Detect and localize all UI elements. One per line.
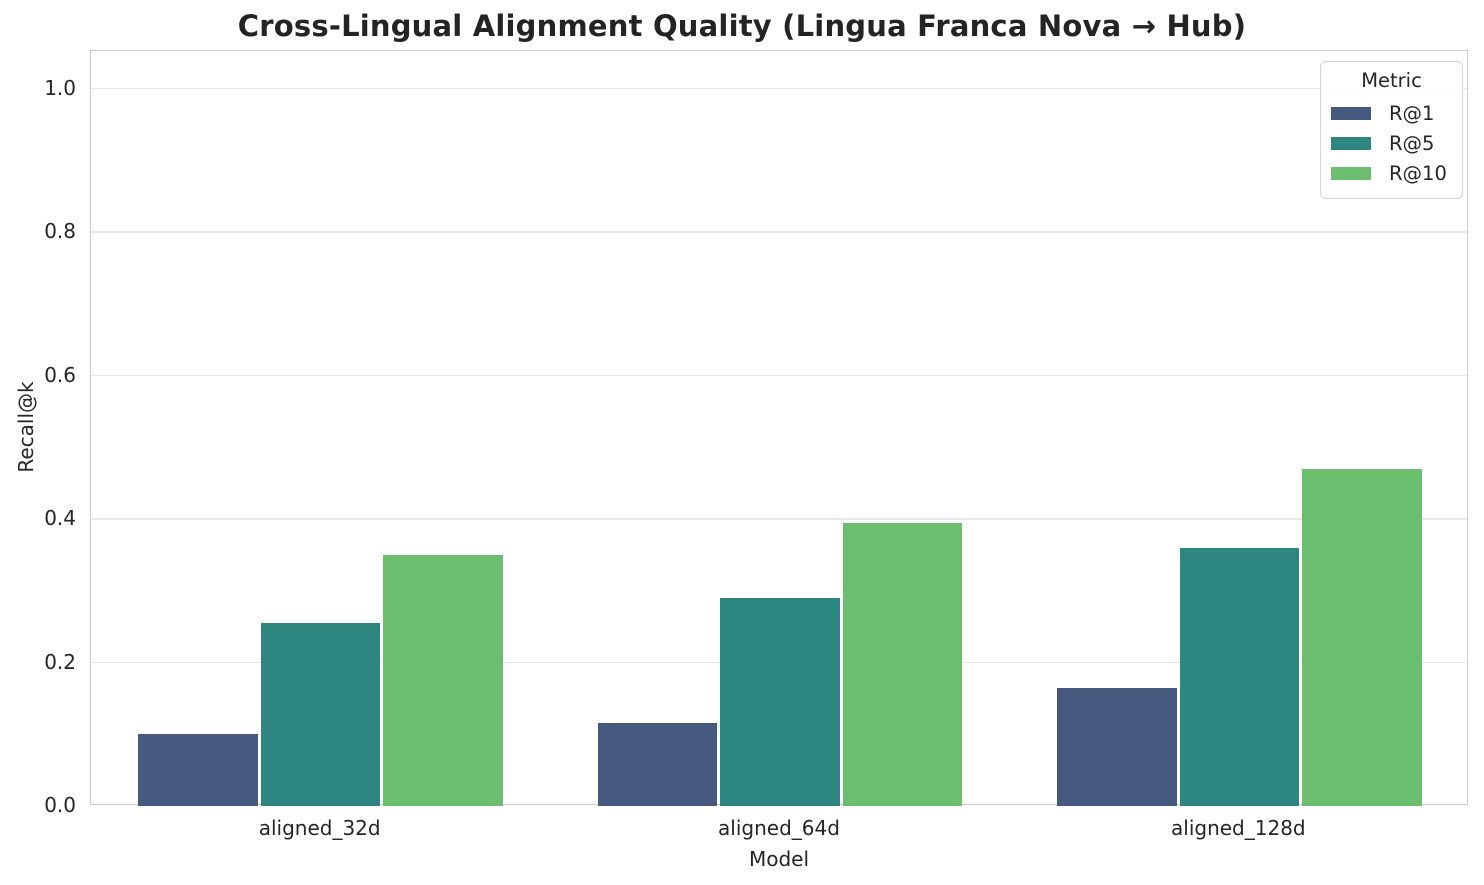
chart-title: Cross-Lingual Alignment Quality (Lingua … — [237, 9, 1247, 43]
y-tick-label: 0.6 — [44, 362, 76, 387]
x-tick-label: aligned_128d — [1171, 816, 1306, 840]
legend-item: R@5 — [1321, 128, 1462, 158]
bar-aligned_128d-R@5 — [1179, 547, 1300, 806]
y-tick-label: 1.0 — [44, 75, 76, 100]
y-tick-label: 0.2 — [44, 649, 76, 674]
legend-item: R@1 — [1321, 98, 1462, 128]
y-tick-label: 0.4 — [44, 506, 76, 530]
bar-aligned_64d-R@5 — [720, 597, 840, 806]
legend-swatch-R@5 — [1331, 136, 1371, 150]
gridline — [91, 87, 1467, 90]
legend-item-label: R@1 — [1389, 101, 1435, 125]
bar-aligned_64d-R@1 — [597, 723, 718, 806]
gridline — [91, 231, 1467, 233]
plot-area: Metric R@1 R@5 R@10 — [90, 50, 1468, 806]
bar-aligned_32d-R@10 — [383, 554, 503, 806]
legend-swatch-R@10 — [1331, 166, 1371, 180]
gridline — [91, 374, 1467, 377]
bar-aligned_64d-R@10 — [842, 522, 963, 806]
legend-item: R@10 — [1321, 158, 1462, 188]
y-tick-label: 0.0 — [44, 793, 76, 817]
gridline — [91, 518, 1467, 520]
legend: Metric R@1 R@5 R@10 — [1320, 61, 1463, 199]
legend-swatch-R@1 — [1331, 106, 1371, 120]
bar-aligned_128d-R@10 — [1302, 468, 1422, 806]
bar-aligned_32d-R@5 — [260, 623, 381, 806]
legend-item-label: R@5 — [1389, 131, 1435, 155]
bar-aligned_32d-R@1 — [138, 734, 258, 806]
legend-title: Metric — [1361, 69, 1422, 92]
bar-aligned_128d-R@1 — [1057, 687, 1177, 806]
x-tick-label: aligned_32d — [258, 816, 381, 840]
y-tick-label: 0.8 — [44, 219, 76, 243]
legend-items: R@1 R@5 R@10 — [1321, 98, 1462, 188]
x-tick-label: aligned_64d — [718, 816, 840, 840]
y-axis-label: Recall@k — [14, 381, 38, 473]
x-axis-label: Model — [748, 847, 810, 871]
legend-item-label: R@10 — [1389, 161, 1447, 185]
